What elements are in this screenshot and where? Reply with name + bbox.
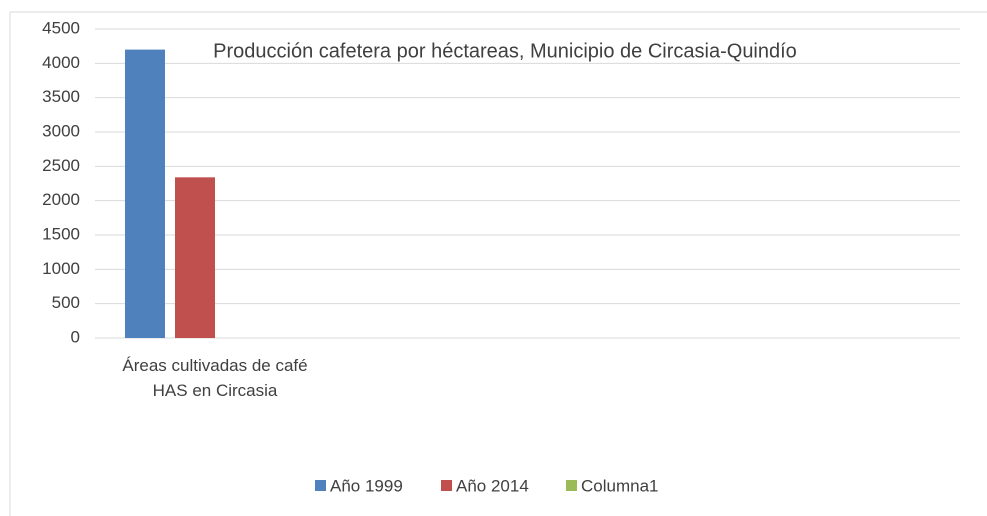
legend-swatch (441, 480, 452, 491)
y-tick-label: 2000 (42, 190, 80, 209)
y-tick-label: 1500 (42, 224, 80, 243)
y-tick-label: 4500 (42, 18, 80, 37)
y-tick-label: 1000 (42, 259, 80, 278)
bar (175, 177, 215, 338)
legend-label: Año 2014 (456, 476, 529, 495)
y-tick-label: 2500 (42, 156, 80, 175)
legend-swatch (566, 480, 577, 491)
y-tick-label: 500 (52, 293, 80, 312)
legend-label: Columna1 (581, 476, 659, 495)
legend-label: Año 1999 (330, 476, 403, 495)
y-tick-label: 4000 (42, 53, 80, 72)
y-tick-label: 3500 (42, 87, 80, 106)
y-tick-label: 3000 (42, 121, 80, 140)
x-tick-label: Áreas cultivadas de café HAS en Circasia (122, 356, 308, 400)
legend-swatch (315, 480, 326, 491)
y-tick-label: 0 (71, 327, 80, 346)
bar (125, 49, 165, 338)
chart-title: Producción cafetera por héctareas, Munic… (213, 40, 797, 62)
